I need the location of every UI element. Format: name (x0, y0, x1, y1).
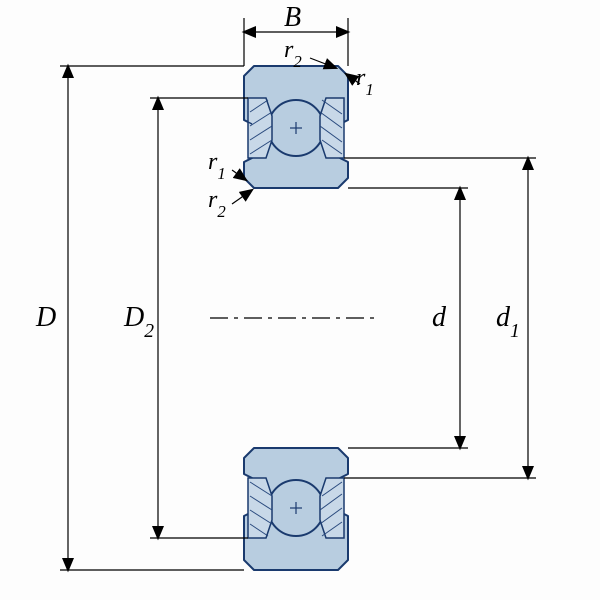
seal-top-left (248, 98, 272, 158)
label-d: d (432, 304, 446, 332)
label-d1: d1 (496, 304, 520, 337)
label-D: D (36, 304, 56, 332)
leader-r2-mid (232, 190, 252, 204)
seal-top-right (320, 98, 344, 158)
label-r1-mid: r1 (208, 150, 226, 179)
label-r2-mid: r2 (208, 188, 226, 217)
label-r1-top: r1 (356, 66, 374, 95)
label-r2-top: r2 (284, 38, 302, 67)
dim-d (348, 188, 468, 448)
bearing-top (244, 66, 348, 188)
label-B: B (284, 4, 301, 32)
dim-D2 (150, 98, 248, 538)
bearing-diagram: B D D2 d d1 r2 r1 r1 r2 (0, 0, 600, 600)
bearing-bottom (244, 448, 348, 570)
diagram-svg (0, 0, 600, 600)
label-D2: D2 (124, 304, 154, 337)
